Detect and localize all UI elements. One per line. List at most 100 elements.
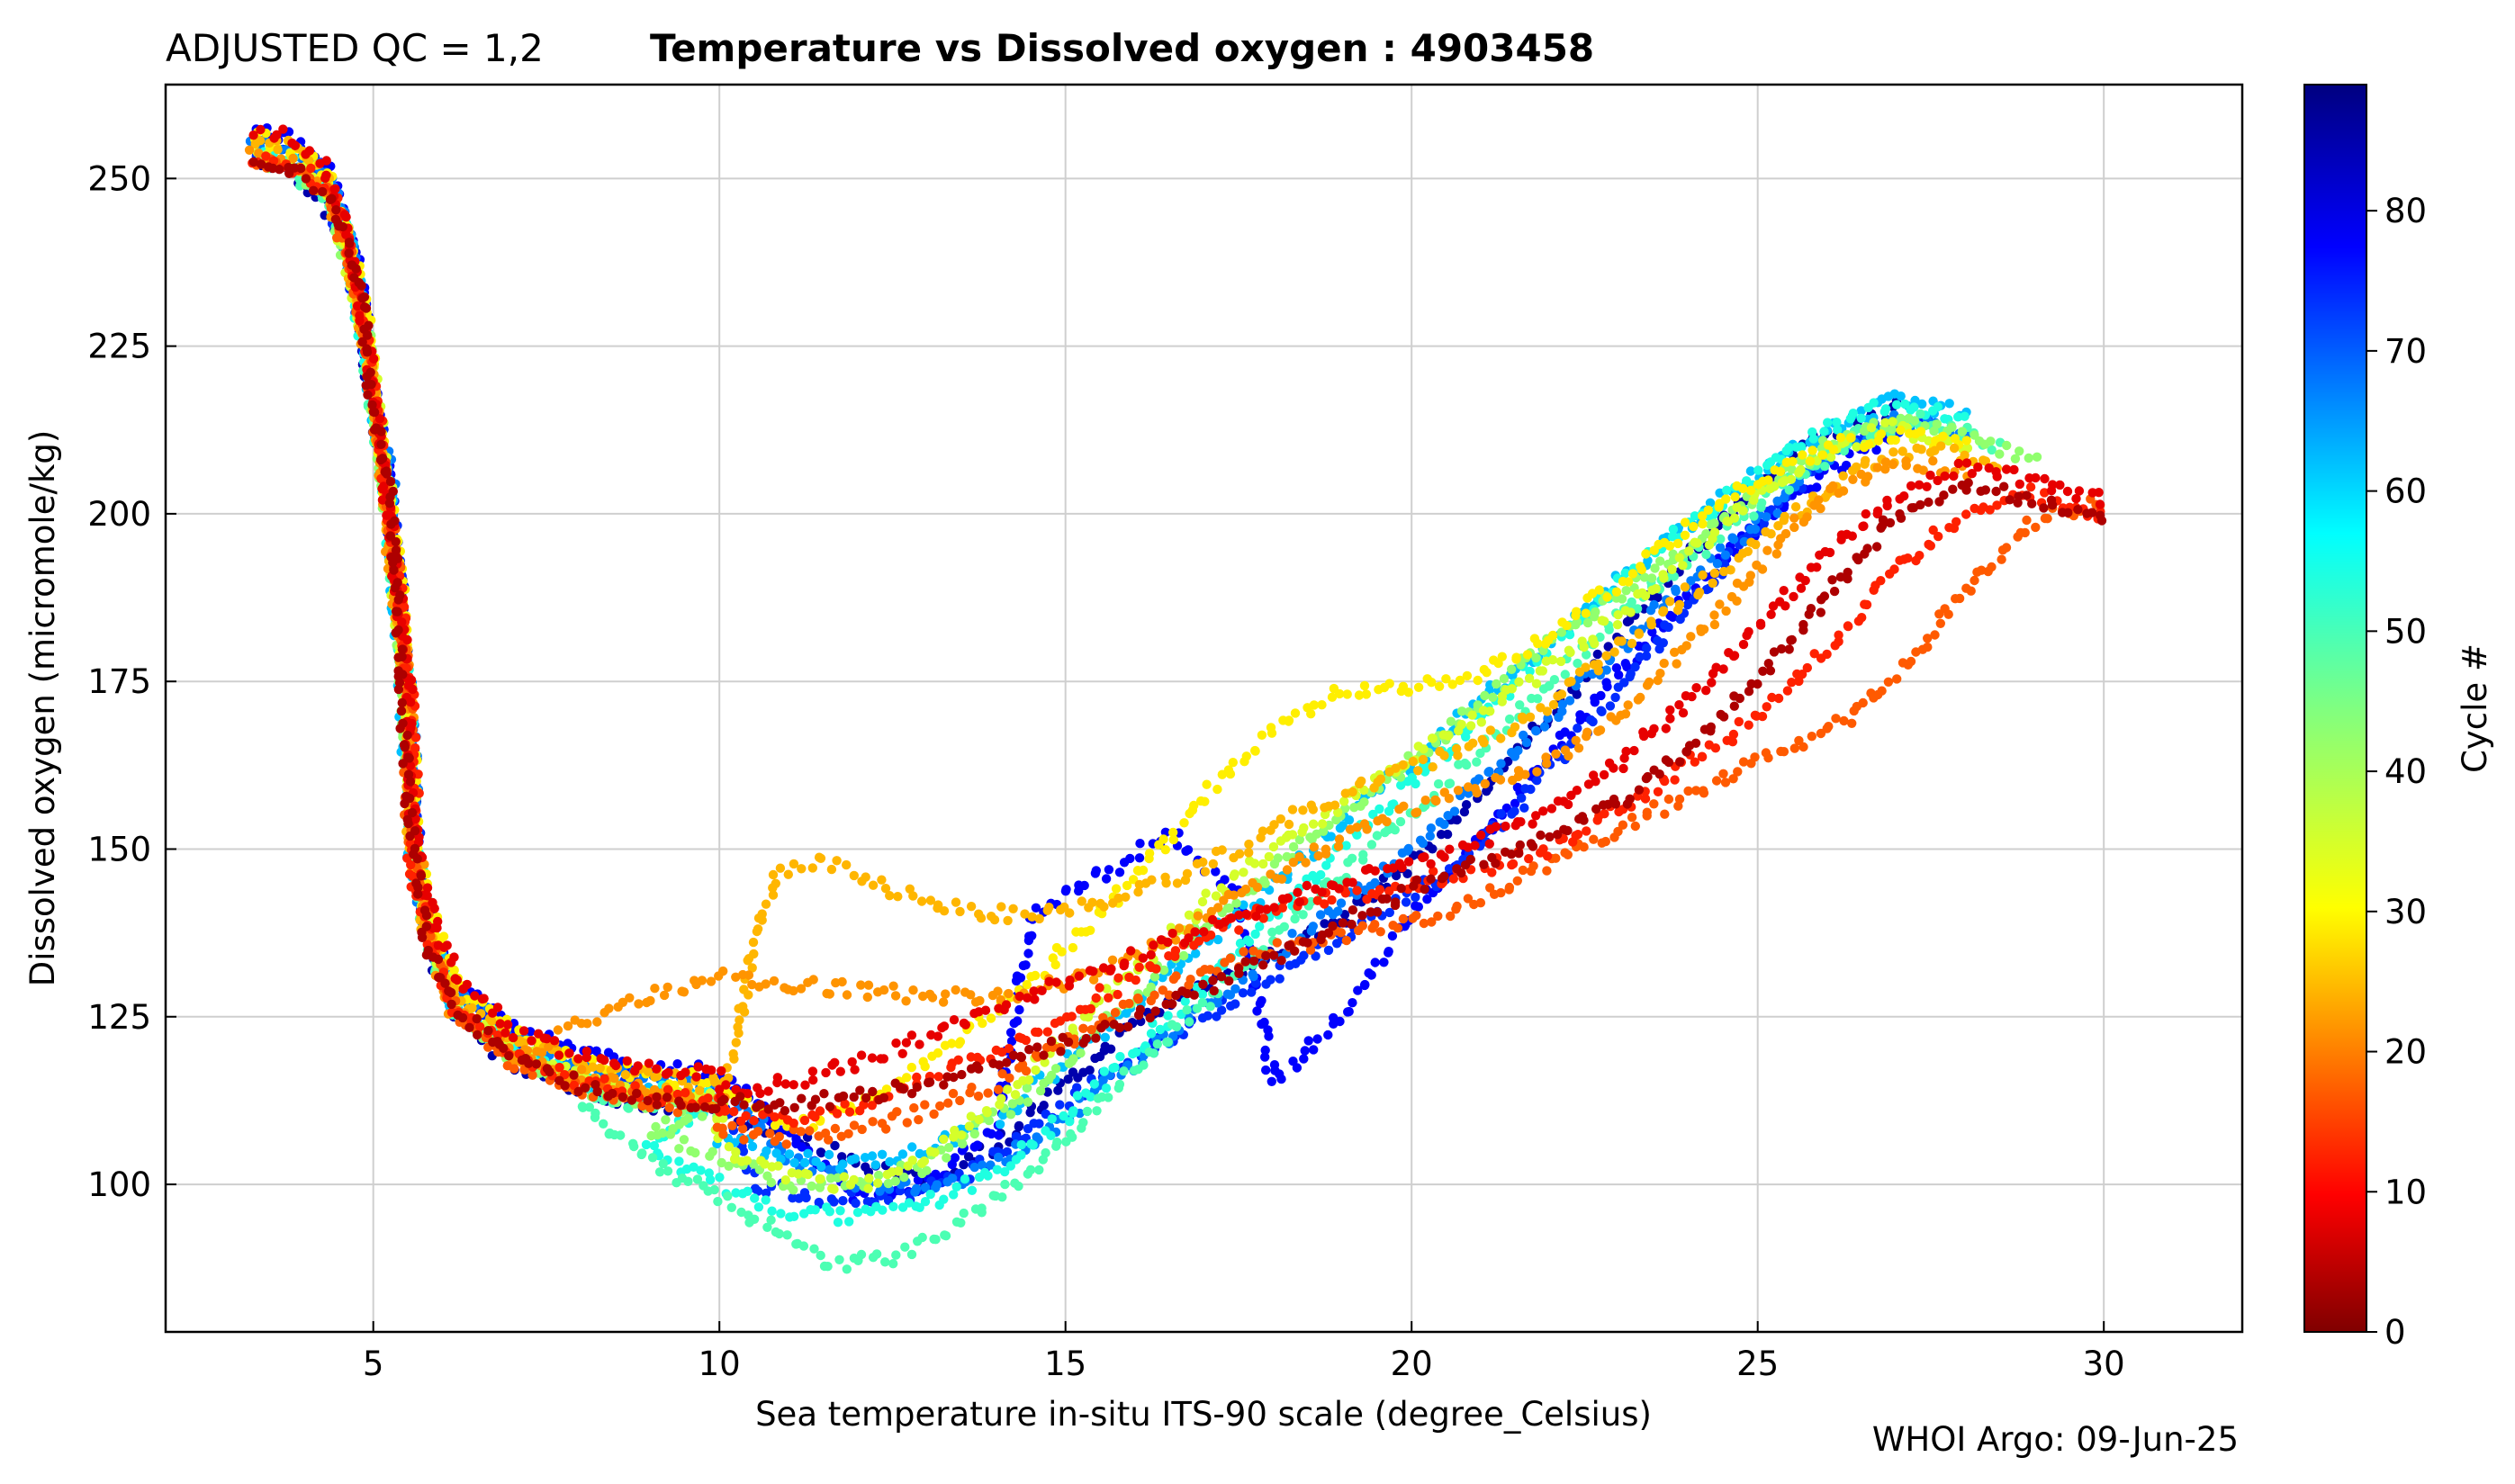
data-point <box>927 993 938 1003</box>
data-point <box>939 1194 949 1204</box>
data-point <box>1531 679 1542 688</box>
data-point <box>860 1153 870 1163</box>
data-point <box>1050 959 1060 970</box>
data-point <box>1192 1003 1203 1013</box>
data-point <box>1200 867 1211 877</box>
data-point <box>1213 903 1223 913</box>
data-point <box>1122 880 1132 891</box>
data-point <box>880 884 891 894</box>
data-point <box>288 153 298 164</box>
data-point <box>931 1235 941 1245</box>
data-point <box>1091 866 1102 876</box>
data-point <box>1531 726 1541 736</box>
data-point <box>1573 743 1584 753</box>
data-point <box>1653 675 1663 686</box>
data-point <box>1548 630 1558 641</box>
data-point <box>1179 818 1189 828</box>
data-point <box>784 1149 795 1159</box>
data-point <box>1146 1029 1157 1039</box>
data-point <box>1260 1045 1270 1056</box>
data-point <box>925 895 936 905</box>
data-point <box>449 965 459 976</box>
data-point <box>1715 543 1726 553</box>
data-point <box>1403 688 1414 697</box>
data-point <box>577 1065 587 1075</box>
data-point <box>825 989 834 999</box>
data-point <box>1317 700 1327 710</box>
data-point <box>871 1249 882 1259</box>
data-point <box>1670 647 1680 657</box>
data-point <box>1257 995 1267 1006</box>
data-point <box>1472 787 1482 798</box>
data-point <box>1659 573 1669 583</box>
data-point <box>1537 666 1548 676</box>
data-point <box>824 1149 834 1160</box>
data-point <box>1088 975 1099 985</box>
data-point <box>816 1174 825 1184</box>
data-point <box>1220 875 1230 885</box>
data-point <box>1513 745 1523 756</box>
data-point <box>1918 465 1928 475</box>
data-point <box>1603 642 1613 652</box>
data-point <box>1092 1106 1102 1116</box>
data-point <box>1023 949 1033 958</box>
data-point <box>698 1111 708 1121</box>
data-point <box>1480 690 1490 701</box>
data-point <box>1433 778 1444 789</box>
data-point <box>1909 416 1920 426</box>
data-point <box>1701 529 1711 539</box>
data-point <box>1318 826 1329 836</box>
data-point <box>862 1197 873 1207</box>
data-point <box>1411 807 1422 817</box>
data-point <box>1917 399 1927 409</box>
data-point <box>983 1171 993 1181</box>
data-point <box>1113 893 1123 904</box>
data-point <box>697 976 708 985</box>
data-point <box>1573 658 1582 669</box>
data-point <box>1158 965 1169 976</box>
data-point <box>1856 413 1866 423</box>
data-point <box>1668 612 1678 622</box>
data-point <box>1838 486 1849 496</box>
data-point <box>1452 814 1462 825</box>
data-point <box>975 995 985 1006</box>
data-point <box>1360 979 1370 990</box>
data-point <box>1287 805 1298 814</box>
data-point <box>1308 922 1319 931</box>
data-point <box>1721 606 1731 616</box>
data-point <box>1896 425 1906 436</box>
data-point <box>1238 988 1248 998</box>
data-point <box>650 984 660 994</box>
data-point <box>920 1100 930 1110</box>
data-point <box>1294 834 1305 845</box>
data-point <box>729 1154 740 1165</box>
data-point <box>783 869 793 879</box>
data-point <box>1427 678 1437 688</box>
data-point <box>1775 466 1786 477</box>
data-point <box>1413 682 1424 692</box>
data-point <box>654 1167 665 1177</box>
data-point <box>1641 549 1651 559</box>
data-point <box>1745 571 1756 580</box>
data-point <box>2024 453 2033 463</box>
data-point <box>914 1115 924 1125</box>
data-point <box>969 1162 979 1173</box>
data-point <box>1357 776 1366 787</box>
data-point <box>608 1052 619 1062</box>
data-point <box>1244 848 1254 858</box>
data-point <box>1726 565 1735 575</box>
data-point <box>789 985 798 996</box>
data-point <box>1482 668 1492 678</box>
data-point <box>1284 715 1294 725</box>
data-point <box>902 1118 912 1128</box>
data-point <box>1282 865 1293 875</box>
data-point <box>941 989 951 999</box>
data-point <box>938 997 949 1007</box>
data-point <box>708 1147 717 1156</box>
data-point <box>836 1131 846 1142</box>
data-point <box>1362 824 1372 834</box>
data-point <box>738 1147 749 1156</box>
data-point <box>1055 1100 1065 1110</box>
data-point <box>709 1077 720 1087</box>
